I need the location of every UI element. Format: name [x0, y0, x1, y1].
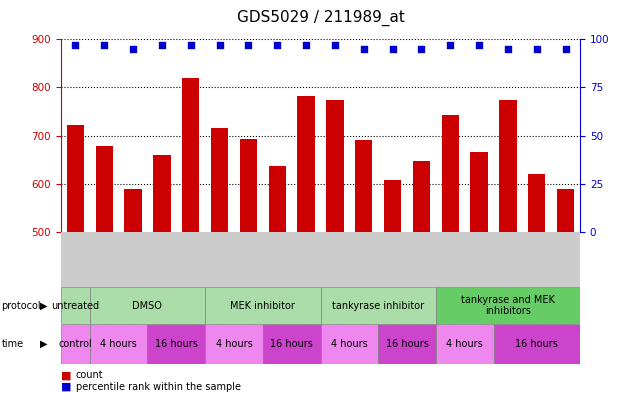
- Bar: [205, 324, 263, 364]
- Point: [301, 42, 312, 48]
- Text: tankyrase and MEK
inhibitors: tankyrase and MEK inhibitors: [461, 295, 555, 316]
- Point: [474, 42, 485, 48]
- Bar: [470, 152, 488, 232]
- Bar: [436, 324, 494, 364]
- Point: [387, 46, 397, 52]
- Text: ■: ■: [61, 382, 71, 392]
- Bar: [61, 324, 90, 364]
- Text: time: time: [1, 339, 24, 349]
- Text: ■: ■: [61, 370, 71, 380]
- Text: 16 hours: 16 hours: [271, 339, 313, 349]
- Text: percentile rank within the sample: percentile rank within the sample: [76, 382, 240, 392]
- Text: MEK inhibitor: MEK inhibitor: [230, 301, 296, 310]
- Bar: [96, 146, 113, 232]
- Point: [157, 42, 167, 48]
- Point: [244, 42, 254, 48]
- Bar: [240, 140, 257, 232]
- Bar: [297, 96, 315, 232]
- Bar: [124, 189, 142, 232]
- Text: 16 hours: 16 hours: [515, 339, 558, 349]
- Bar: [153, 155, 171, 232]
- Text: count: count: [76, 370, 103, 380]
- Bar: [67, 125, 84, 232]
- Point: [99, 42, 109, 48]
- Bar: [320, 287, 436, 324]
- Bar: [557, 189, 574, 232]
- Point: [330, 42, 340, 48]
- Text: untreated: untreated: [51, 301, 99, 310]
- Text: 4 hours: 4 hours: [100, 339, 137, 349]
- Point: [445, 42, 455, 48]
- Bar: [90, 287, 205, 324]
- Bar: [499, 101, 517, 232]
- Text: 4 hours: 4 hours: [215, 339, 253, 349]
- Point: [186, 42, 196, 48]
- Text: control: control: [58, 339, 92, 349]
- Text: 4 hours: 4 hours: [331, 339, 368, 349]
- Point: [532, 46, 542, 52]
- Bar: [61, 287, 90, 324]
- Point: [503, 46, 513, 52]
- Bar: [326, 101, 344, 232]
- Text: 16 hours: 16 hours: [386, 339, 428, 349]
- Point: [417, 46, 427, 52]
- Text: DMSO: DMSO: [133, 301, 162, 310]
- Bar: [413, 161, 430, 232]
- Bar: [494, 324, 580, 364]
- Text: protocol: protocol: [1, 301, 41, 310]
- Point: [214, 42, 225, 48]
- Bar: [320, 324, 378, 364]
- Text: GDS5029 / 211989_at: GDS5029 / 211989_at: [237, 9, 404, 26]
- Text: ▶: ▶: [40, 301, 48, 310]
- Bar: [263, 324, 320, 364]
- Bar: [147, 324, 205, 364]
- Point: [359, 46, 369, 52]
- Bar: [378, 324, 436, 364]
- Bar: [182, 78, 199, 232]
- Text: ▶: ▶: [40, 339, 48, 349]
- Bar: [442, 115, 459, 232]
- Bar: [436, 287, 580, 324]
- Point: [560, 46, 571, 52]
- Text: 16 hours: 16 hours: [155, 339, 197, 349]
- Bar: [90, 324, 147, 364]
- Bar: [384, 180, 401, 232]
- Bar: [528, 174, 545, 232]
- Bar: [355, 140, 372, 232]
- Point: [71, 42, 81, 48]
- Point: [272, 42, 283, 48]
- Point: [128, 46, 138, 52]
- Bar: [211, 129, 228, 232]
- Bar: [205, 287, 320, 324]
- Bar: [269, 166, 286, 232]
- Text: tankyrase inhibitor: tankyrase inhibitor: [332, 301, 424, 310]
- Text: 4 hours: 4 hours: [446, 339, 483, 349]
